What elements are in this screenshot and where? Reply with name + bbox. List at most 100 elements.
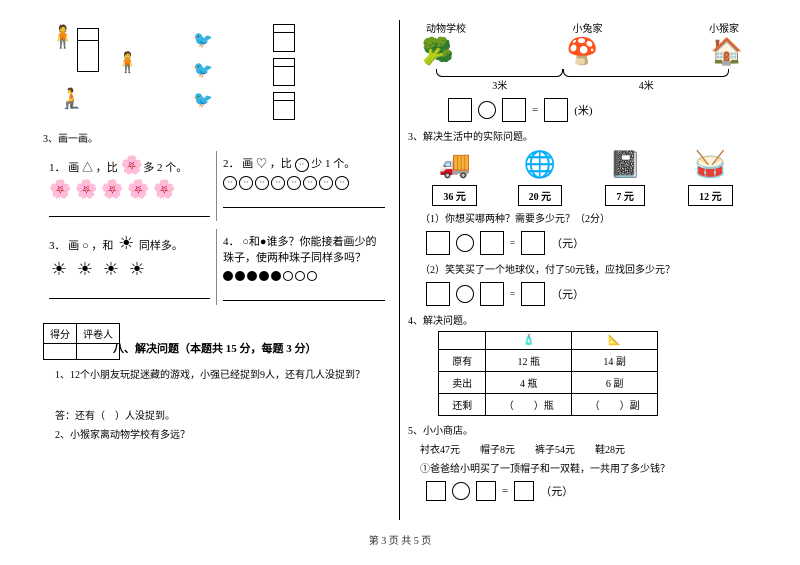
row-label: 原有 [439,350,486,372]
th-blank [439,332,486,350]
bead-icon [247,271,257,281]
q5-1: ①爸爸给小明买了一顶帽子和一双鞋，一共用了多少钱？ [420,460,757,475]
score-cell[interactable] [44,344,77,360]
bead-icon [271,271,281,281]
smiley-icon: ·· [303,176,317,190]
answer-box[interactable] [480,282,504,306]
cell: 14 副 [572,350,658,372]
person-icon: 🧎 [59,86,84,111]
label-rabbit: 小兔家 [573,20,603,35]
q8-1-answer: 答：还有（ ）人没捉到。 [55,407,391,422]
answer-box[interactable] [448,98,472,122]
smiley-icon: ·· [239,176,253,190]
answer-line[interactable] [49,285,210,299]
smiley-icon: ·· [255,176,269,190]
equation-row: = （元） [426,231,757,255]
smiley-icon: ·· [223,176,237,190]
cell: 12 瓶 [486,350,572,372]
smiley-icon: ·· [287,176,301,190]
unit: （元） [551,235,584,251]
fridge-icon [273,92,295,120]
th-ink: 🧴 [486,332,572,350]
flower-icon: 🌸 [101,179,121,199]
equals: = [510,289,515,299]
flower-icon: 🌸 [75,179,95,199]
equation-row: = （元） [426,282,757,306]
sun-icon: ☀ [75,259,95,279]
answer-line[interactable] [223,287,385,301]
answer-box[interactable] [426,282,450,306]
ink-icon: 🧴 [523,335,535,346]
cell-answer[interactable]: （ ）瓶 [486,394,572,416]
operator-circle[interactable] [456,234,474,252]
answer-line[interactable] [223,194,385,208]
sun-row: ☀ ☀ ☀ ☀ [49,259,210,279]
q3-label: 3、解决生活中的实际问题。 [408,128,757,143]
tree-house-icon: 🥦 [418,35,458,69]
equals: = [510,238,515,248]
operator-circle[interactable] [478,101,496,119]
bead-icon [283,271,293,281]
cell-answer[interactable]: （ ）副 [572,394,658,416]
scene-kids-fridge: 🧍 🧍 🧎 [43,20,173,130]
answer-box[interactable] [502,98,526,122]
q8-2: 2、小猴家离动物学校有多远？ [55,426,391,441]
answer-box[interactable] [514,481,534,501]
house-row: 🥦 🍄 🏠 [408,35,757,69]
smiley-icon: ·· [319,176,333,190]
sub1: 1． 画 △ ，比 🌸 多 2 个。 🌸 🌸 🌸 🌸 🌸 [43,151,217,221]
flower-icon: 🌸 [121,155,141,175]
answer-box[interactable] [426,481,446,501]
sun-icon: ☀ [127,259,147,279]
sun-icon: ☀ [116,233,136,253]
answer-box[interactable] [476,481,496,501]
products-row: 🚚 36 元 🌐 20 元 📓 7 元 🥁 12 元 [408,147,757,206]
label-school: 动物学校 [426,20,466,35]
operator-circle[interactable] [452,482,470,500]
draw-grid: 1． 画 △ ，比 🌸 多 2 个。 🌸 🌸 🌸 🌸 🌸 [43,151,391,221]
fridge-icon [273,24,295,52]
answer-box[interactable] [426,231,450,255]
product-pencase: 📓 7 元 [601,147,649,206]
q4-label: 4、解决问题。 [408,312,757,327]
answer-box[interactable] [544,98,568,122]
globe-icon: 🌐 [516,147,564,183]
q3-2: （2）笑笑买了一个地球仪，付了50元钱，应找回多少元？ [420,261,757,276]
equals: = [502,485,508,497]
pencilcase-icon: 📓 [601,147,649,183]
sub2: 2． 画 ♡ ，比 ·· 少 1 个。 ·· ·· ·· ·· ·· ·· ··… [217,151,391,221]
bird-icon: 🐦 [193,90,253,110]
truck-icon: 🚚 [431,147,479,183]
smiley-icon: ·· [335,176,349,190]
answer-box[interactable] [480,231,504,255]
unit: （元） [551,286,584,302]
unit: (米) [574,102,592,118]
person-icon: 🧍 [115,50,140,75]
sun-icon: ☀ [49,259,69,279]
th-triangle: 📐 [572,332,658,350]
bird-icon: 🐦 [193,60,253,80]
sun-icon: ☀ [101,259,121,279]
draw-grid-2: 3． 画 ○ ，和 ☀ 同样多。 ☀ ☀ ☀ ☀ 4． ○和● [43,229,391,305]
answer-box[interactable] [521,231,545,255]
cloud-icons: 🐦 🐦 🐦 [193,20,253,130]
price: 36 元 [432,185,477,206]
flower-icon: 🌸 [127,179,147,199]
equals: = [532,104,538,116]
triangle-icon: 📐 [608,335,620,346]
score-table: 得分 评卷人 [43,323,120,360]
inventory-table: 🧴 📐 原有 12 瓶 14 副 卖出 4 瓶 6 副 还剩 （ ）瓶 （ ）副 [438,331,658,416]
price: 12 元 [688,185,733,206]
operator-circle[interactable] [456,285,474,303]
q5-label: 5、小小商店。 [408,422,757,437]
flower-row: 🌸 🌸 🌸 🌸 🌸 [49,179,210,199]
mushroom-house-icon: 🍄 [563,35,603,69]
house-labels: 动物学校 小兔家 小猴家 [408,20,757,35]
equation-row: = (米) [448,98,757,122]
right-column: 动物学校 小兔家 小猴家 🥦 🍄 🏠 3米 4米 = (米) 3、解决生活中的实… [400,20,765,520]
answer-box[interactable] [521,282,545,306]
product-drum: 🥁 12 元 [686,147,734,206]
page-footer: 第 3 页 共 5 页 [35,532,765,547]
q3-label: 3、画一画。 [43,130,391,145]
answer-line[interactable] [49,203,210,217]
